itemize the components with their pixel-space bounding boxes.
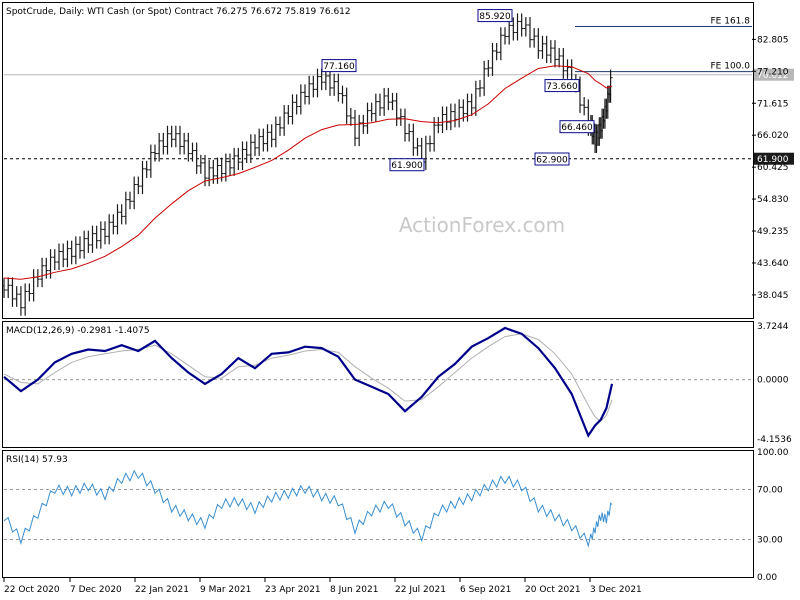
rsi-y-tick-label: 100.00 xyxy=(757,448,789,458)
price-y-tick-label: 38.045 xyxy=(757,291,789,301)
support-price-tag xyxy=(754,152,794,165)
price-y-tick-label: 77.210 xyxy=(757,67,789,77)
x-tick-label: 22 Jan 2021 xyxy=(135,585,189,595)
price-annotation-label: 73.660 xyxy=(546,82,578,92)
x-tick-label: 22 Jul 2021 xyxy=(395,585,446,595)
price-annotation-box xyxy=(321,59,357,73)
rsi-panel-frame xyxy=(2,450,754,578)
price-annotation-box xyxy=(559,120,595,134)
macd-panel-frame xyxy=(2,321,754,448)
rsi-y-tick-label: 0.00 xyxy=(757,573,777,583)
moving-average-line xyxy=(3,65,613,280)
macd-y-tick-label: 3.7244 xyxy=(757,322,789,332)
price-y-tick-label: 54.830 xyxy=(757,195,789,205)
price-y-tick-label: 49.235 xyxy=(757,227,789,237)
price-panel-frame xyxy=(2,2,754,319)
x-tick-label: 23 Apr 2021 xyxy=(265,585,321,595)
price-y-tick-label: 66.020 xyxy=(757,131,789,141)
macd-line xyxy=(3,326,614,438)
rsi-line xyxy=(3,469,613,548)
macd-y-tick-label: 0.0000 xyxy=(757,376,789,386)
price-annotation-label: 77.160 xyxy=(323,62,355,72)
price-series-layer: FE 161.8 FE 100.0 61.900 76.612 77.160 61.900… xyxy=(2,9,794,316)
x-tick-label: 6 Sep 2021 xyxy=(460,585,511,595)
macd-series-layer xyxy=(3,326,752,438)
rsi-series-layer xyxy=(3,469,752,548)
signal-line xyxy=(3,333,613,422)
price-y-tick-label: 60.425 xyxy=(757,163,789,173)
price-annotation-label: 66.460 xyxy=(561,123,593,133)
price-annotation-label: 62.900 xyxy=(536,156,568,166)
x-tick-label: 3 Dec 2021 xyxy=(590,585,642,595)
axes-layer: 82.805 77.210 71.615 66.020 60.425 54.830 49.2… xyxy=(3,35,792,595)
price-y-tick-label: 43.640 xyxy=(757,259,789,269)
last-price-tag xyxy=(754,68,794,81)
x-tick-label: 22 Oct 2020 xyxy=(4,585,60,595)
fib-level-label: FE 161.8 xyxy=(711,16,751,26)
price-y-tick-label: 71.615 xyxy=(757,99,789,109)
macd-y-tick-label: -4.1536 xyxy=(757,435,792,445)
x-tick-label: 9 Mar 2021 xyxy=(200,585,251,595)
fib-level-label: FE 100.0 xyxy=(711,62,751,72)
price-annotation-box xyxy=(477,9,513,23)
rsi-title: RSI(14) 57.93 xyxy=(6,455,68,465)
macd-title: MACD(12,26,9) -0.2981 -1.4075 xyxy=(6,326,150,336)
watermark: ActionForex.com xyxy=(399,213,565,237)
support-price-tag-label: 61.900 xyxy=(757,155,789,165)
x-tick-label: 20 Oct 2021 xyxy=(525,585,581,595)
price-y-tick-label: 82.805 xyxy=(757,35,789,45)
price-annotation-label: 61.900 xyxy=(391,161,423,171)
rsi-y-tick-label: 30.00 xyxy=(757,536,783,546)
last-price-tag-label: 76.612 xyxy=(757,71,789,81)
price-annotation-box xyxy=(389,158,425,172)
price-annotation-box xyxy=(544,79,580,93)
x-tick-label: 7 Dec 2020 xyxy=(70,585,122,595)
x-tick-label: 8 Jun 2021 xyxy=(330,585,378,595)
chart-title: SpotCrude, Daily: WTI Cash (or Spot) Con… xyxy=(6,7,351,17)
price-annotation-box xyxy=(534,152,570,166)
rsi-y-tick-label: 70.00 xyxy=(757,486,783,496)
price-annotation-label: 85.920 xyxy=(479,12,511,22)
